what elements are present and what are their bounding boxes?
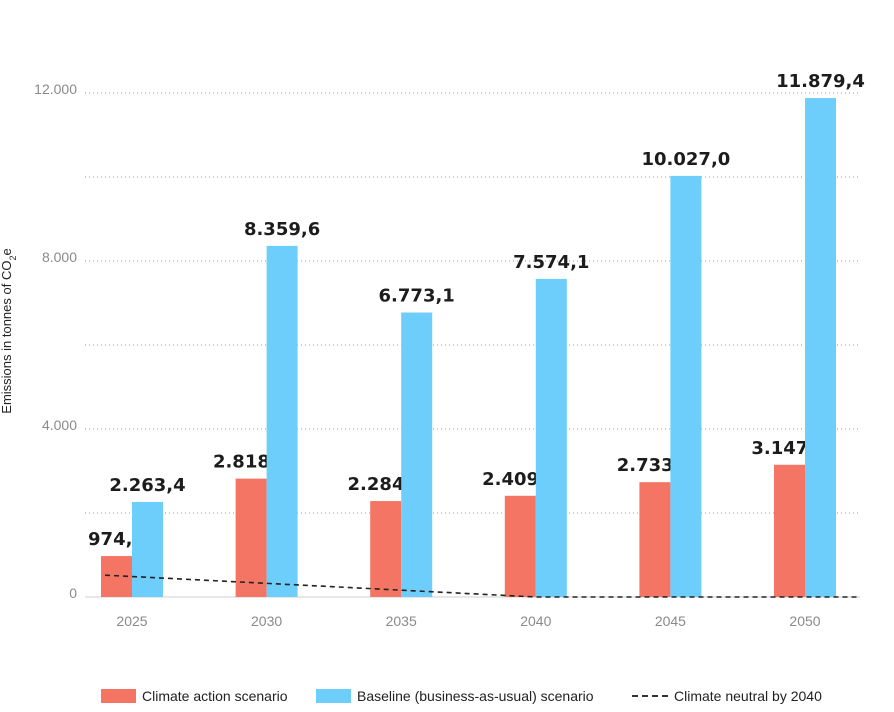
data-label-baseline: 8.359,6 (244, 219, 320, 240)
legend-swatch-baseline (316, 689, 351, 703)
data-label-baseline: 2.263,4 (109, 475, 185, 496)
data-label-baseline: 7.574,1 (513, 252, 589, 273)
bar-baseline (670, 175, 702, 597)
y-tick-label: 0 (69, 585, 77, 601)
legend-label-climate-action: Climate action scenario (142, 688, 288, 704)
bar-baseline (401, 312, 433, 597)
legend-neutral: Climate neutral by 2040 (632, 688, 822, 704)
y-tick-label: 12.000 (34, 81, 77, 97)
x-tick-label: 2025 (116, 613, 147, 629)
data-label-baseline: 11.879,4 (776, 71, 865, 92)
x-tick-label: 2030 (251, 613, 282, 629)
bar-climate-action (235, 478, 267, 597)
x-tick-label: 2050 (789, 613, 820, 629)
legend-label-neutral: Climate neutral by 2040 (674, 688, 822, 704)
data-label-climate-action: 974,7 (88, 529, 145, 550)
bar-climate-action (774, 464, 805, 597)
legend-swatch-climate-action (101, 689, 136, 703)
bar-climate-action (639, 482, 671, 597)
x-tick-label: 2045 (655, 613, 686, 629)
bar-baseline (535, 278, 567, 597)
y-tick-label: 4.000 (42, 417, 77, 433)
legend-label-baseline: Baseline (business-as-usual) scenario (357, 688, 594, 704)
bar-climate-action (504, 495, 536, 597)
legend-dash-neutral (632, 695, 668, 697)
bar-baseline (132, 501, 163, 597)
data-label-baseline: 6.773,1 (379, 286, 455, 307)
bar-climate-action (370, 501, 402, 597)
legend-climate-action: Climate action scenario (101, 688, 288, 704)
bar-baseline (805, 98, 836, 598)
y-axis-title: Emissions in tonnes of CO2e (0, 248, 18, 413)
legend-baseline: Baseline (business-as-usual) scenario (316, 688, 594, 704)
emissions-chart: 0 4.000 8.000 12.000 Emissions in tonnes of … (0, 71, 865, 629)
y-tick-label: 8.000 (42, 249, 77, 265)
legend: Climate action scenario Baseline (busine… (0, 688, 894, 712)
x-tick-label: 2035 (386, 613, 417, 629)
data-label-baseline: 10.027,0 (641, 149, 730, 170)
climate-neutral-line (105, 574, 859, 598)
x-tick-label: 2040 (520, 613, 551, 629)
bar-baseline (266, 245, 298, 598)
